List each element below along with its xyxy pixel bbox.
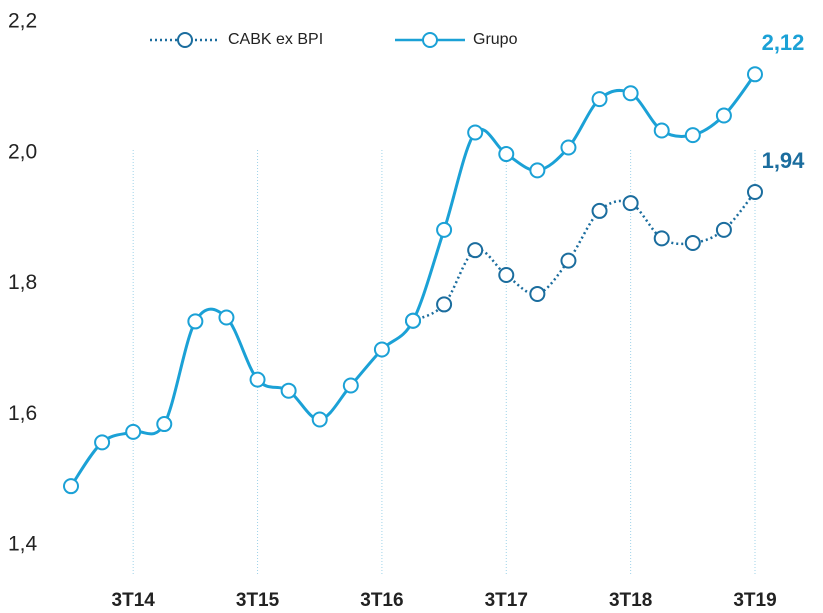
- point: [622, 85, 639, 102]
- legend-label: CABK ex BPI: [228, 31, 323, 48]
- point: [591, 91, 608, 108]
- legend-marker: [177, 32, 193, 48]
- point: [498, 267, 515, 284]
- point: [560, 252, 577, 269]
- value-label: 1,94: [762, 148, 806, 173]
- x-tick-label: 3T14: [112, 590, 156, 611]
- point: [653, 230, 670, 247]
- series-line: [69, 73, 757, 488]
- y-tick-label: 1,6: [8, 402, 37, 425]
- point: [653, 122, 670, 139]
- point: [498, 146, 515, 163]
- legend-label: Grupo: [473, 31, 518, 48]
- value-label: 2,12: [762, 30, 805, 55]
- point: [436, 221, 453, 238]
- point: [529, 162, 546, 179]
- point: [187, 313, 204, 330]
- point: [467, 242, 484, 259]
- point: [591, 202, 608, 219]
- point: [436, 296, 453, 313]
- point: [373, 341, 390, 358]
- point: [529, 285, 546, 302]
- point: [125, 423, 142, 440]
- series-line: [412, 191, 756, 322]
- point: [715, 107, 732, 124]
- point: [405, 312, 421, 329]
- point: [622, 195, 639, 212]
- y-tick-label: 2,2: [8, 10, 37, 33]
- x-tick-label: 3T17: [485, 590, 528, 611]
- point: [342, 377, 359, 394]
- x-tick-label: 3T19: [733, 590, 776, 611]
- point: [156, 416, 173, 433]
- point: [560, 139, 577, 156]
- x-tick-label: 3T16: [360, 590, 403, 611]
- x-tick-label: 3T18: [609, 590, 652, 611]
- point: [249, 371, 266, 388]
- point: [747, 66, 763, 83]
- point: [63, 478, 79, 495]
- point: [218, 309, 235, 326]
- point: [684, 127, 701, 144]
- point: [94, 434, 111, 451]
- y-tick-label: 1,4: [8, 533, 38, 556]
- point: [747, 183, 763, 200]
- legend-marker: [422, 32, 438, 48]
- point: [684, 234, 701, 251]
- point: [280, 382, 297, 399]
- point: [467, 124, 484, 141]
- x-tick-label: 3T15: [236, 590, 280, 611]
- point: [311, 411, 328, 428]
- y-tick-label: 1,8: [8, 271, 37, 294]
- point: [715, 221, 732, 238]
- y-tick-label: 2,0: [8, 140, 37, 163]
